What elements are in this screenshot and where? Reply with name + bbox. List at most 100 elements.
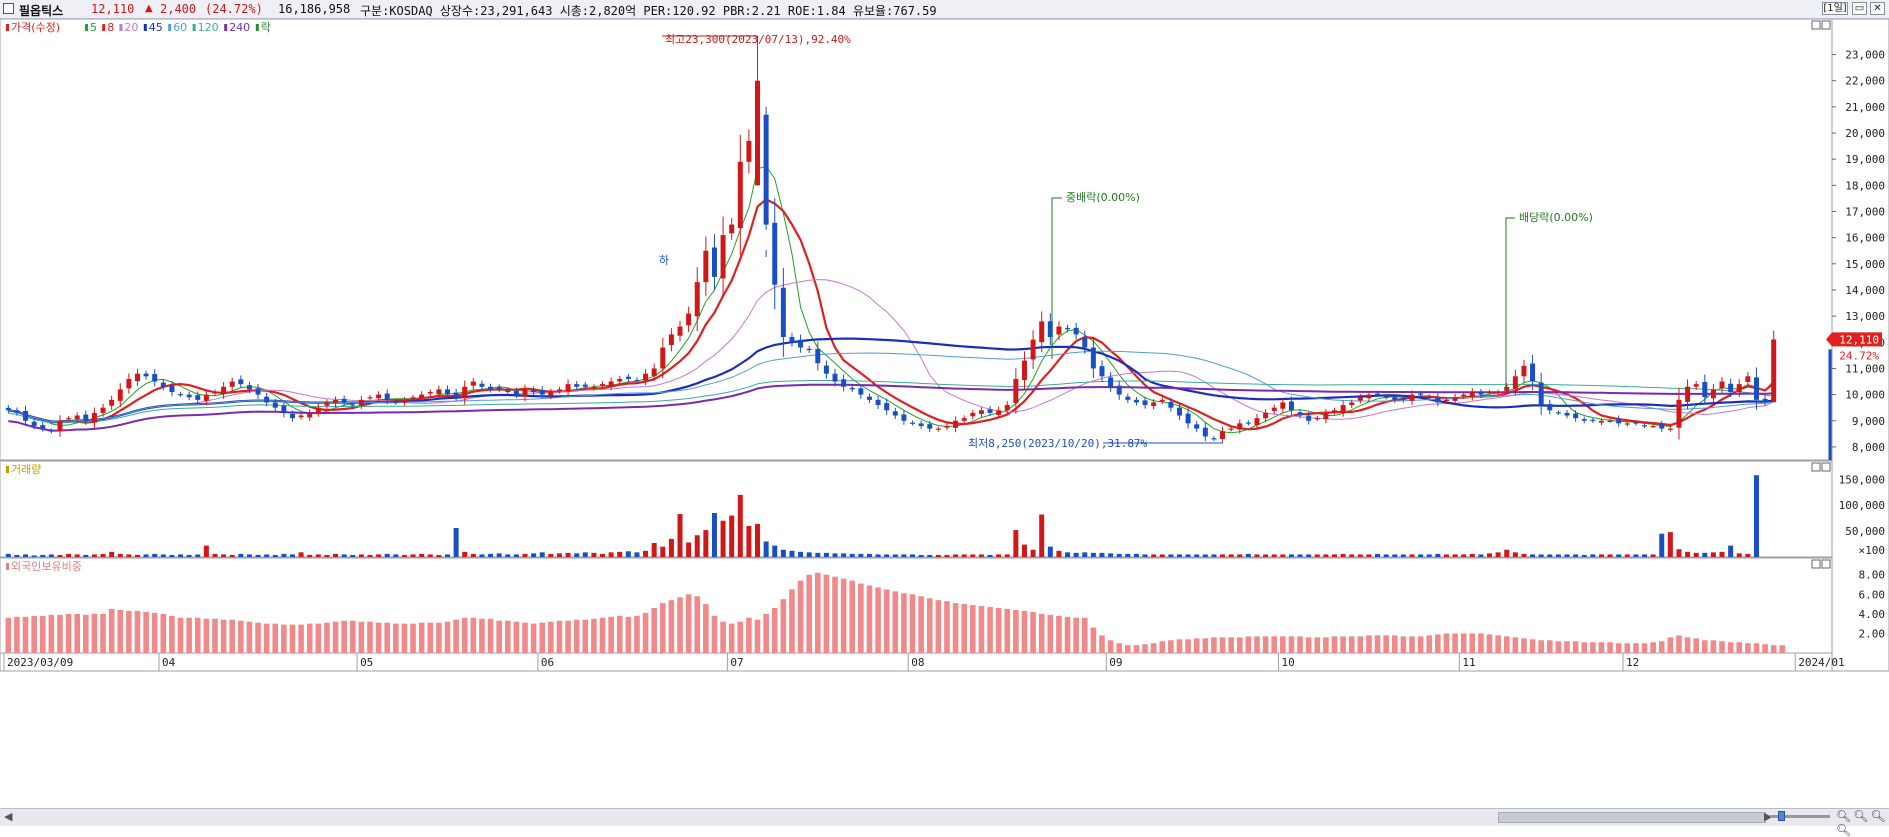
volume-bar xyxy=(884,554,890,557)
volume-bar xyxy=(1753,475,1759,557)
candle-body xyxy=(246,385,252,390)
candle xyxy=(453,388,459,401)
foreign-ratio-bar xyxy=(1348,636,1355,653)
volume-bar xyxy=(1168,554,1174,557)
foreign-ratio-bar xyxy=(1331,636,1338,653)
volume-bar xyxy=(479,554,485,557)
candle xyxy=(686,306,692,333)
candle xyxy=(419,391,425,402)
candle-body xyxy=(358,399,364,406)
pane-close-icon[interactable] xyxy=(1821,20,1831,30)
candle-body xyxy=(376,394,382,399)
candle-body xyxy=(393,401,399,404)
zoom-slider-knob[interactable] xyxy=(1778,811,1785,821)
candle xyxy=(5,405,11,414)
scroll-right-icon[interactable]: ▶ xyxy=(1764,810,1773,823)
legend-item[interactable]: 60 xyxy=(173,21,187,34)
zoom-icons[interactable]: 🔍︎🔍︎🔍︎🔍︎ xyxy=(1836,809,1888,837)
pane-close-icon[interactable] xyxy=(1821,559,1831,569)
foreign-ratio-bar xyxy=(771,607,778,653)
candle xyxy=(849,385,855,393)
candle xyxy=(1280,398,1286,413)
volume-bar xyxy=(806,552,812,557)
volume-bar xyxy=(1426,554,1432,557)
volume-bar xyxy=(703,530,709,557)
price-tick-label: 20,000 xyxy=(1845,127,1885,140)
date-tick-label: 06 xyxy=(541,656,554,669)
foreign-ratio-bar xyxy=(315,623,322,653)
scroll-left-icon[interactable]: ◀ xyxy=(4,810,13,823)
volume-bar xyxy=(1125,553,1131,557)
volume-legend[interactable]: 거래량 xyxy=(11,463,41,476)
pane-max-icon[interactable] xyxy=(1811,559,1821,569)
volume-tick-label: 150,000 xyxy=(1839,473,1885,486)
volume-bar xyxy=(617,551,623,557)
foreign-ratio-bar xyxy=(74,613,80,653)
foreign-ratio-bar xyxy=(1719,641,1725,653)
stock-chart[interactable]: 23,000 22,000 21,000 20,000 19,000 18,000 17,0… xyxy=(0,19,1889,808)
foreign-ratio-bar xyxy=(746,617,752,653)
volume-bar xyxy=(1702,552,1708,557)
up-arrow-icon: ▲ xyxy=(145,3,153,14)
legend-item[interactable]: 20 xyxy=(124,21,138,34)
candle-body xyxy=(195,395,201,400)
candle xyxy=(1771,330,1777,403)
volume-bar xyxy=(944,554,950,557)
restore-icon[interactable]: ▭ xyxy=(1852,2,1867,15)
chart-scroll-bar[interactable]: ◀ ▶ 🔍︎🔍︎🔍︎🔍︎ xyxy=(0,808,1889,837)
foreign-legend[interactable]: 외국인보유비중 xyxy=(11,560,82,573)
foreign-ratio-bar xyxy=(1391,635,1398,653)
candle xyxy=(1573,410,1579,422)
candle xyxy=(1314,415,1320,422)
legend-item[interactable]: 락 xyxy=(261,21,271,34)
foreign-ratio-bar xyxy=(642,612,649,653)
volume-bar xyxy=(1237,554,1243,557)
candle xyxy=(513,387,519,398)
foreign-ratio-bar xyxy=(1753,643,1760,653)
legend-item[interactable]: 120 xyxy=(198,21,219,34)
scroll-thumb[interactable] xyxy=(1498,812,1766,823)
candle xyxy=(376,391,382,402)
stock-dividend-marker xyxy=(1051,197,1062,359)
candle-body xyxy=(1220,431,1226,440)
foreign-ratio-bar xyxy=(608,616,614,653)
volume-bar xyxy=(1538,554,1544,557)
period-button[interactable]: [1일] xyxy=(1822,2,1848,15)
candle-body xyxy=(651,368,657,376)
last-price-pct: 24.72% xyxy=(1839,349,1879,362)
candle xyxy=(1116,380,1122,400)
pane-max-icon[interactable] xyxy=(1811,462,1821,472)
volume-bar xyxy=(505,554,511,557)
close-icon[interactable]: ✕ xyxy=(1870,2,1885,15)
candle-body xyxy=(668,334,674,346)
candle xyxy=(737,134,743,256)
candle xyxy=(238,375,244,389)
stock-header-bar: 필옵틱스 12,110 ▲ 2,400 (24.72%) 16,186,958 … xyxy=(0,0,1889,19)
foreign-ratio-bar xyxy=(995,607,1002,653)
legend-item[interactable]: 5 xyxy=(90,21,97,34)
candle xyxy=(1340,400,1346,417)
legend-item[interactable]: 8 xyxy=(107,21,114,34)
candle xyxy=(1452,393,1458,405)
foreign-ratio-bar xyxy=(151,612,158,653)
pane-close-icon[interactable] xyxy=(1821,462,1831,472)
foreign-ratio-bar xyxy=(1710,640,1717,653)
candle xyxy=(1271,404,1277,415)
candle xyxy=(57,415,63,437)
candle xyxy=(1426,394,1432,400)
pane-max-icon[interactable] xyxy=(1811,20,1821,30)
volume-bar xyxy=(539,552,545,557)
header-checkbox[interactable] xyxy=(3,3,14,14)
candle-body xyxy=(522,389,528,397)
zoom-slider-track[interactable] xyxy=(1770,815,1830,818)
candle xyxy=(789,332,795,347)
legend-item[interactable]: 240 xyxy=(229,21,250,34)
volume-bar xyxy=(729,515,735,557)
volume-bar xyxy=(1340,553,1346,557)
candle xyxy=(755,46,761,186)
candle-body xyxy=(1702,381,1708,398)
candle-body xyxy=(367,397,373,399)
legend-item[interactable]: 가격(수정) xyxy=(11,21,60,34)
legend-item[interactable]: 45 xyxy=(149,21,163,34)
candle-body xyxy=(333,399,339,404)
